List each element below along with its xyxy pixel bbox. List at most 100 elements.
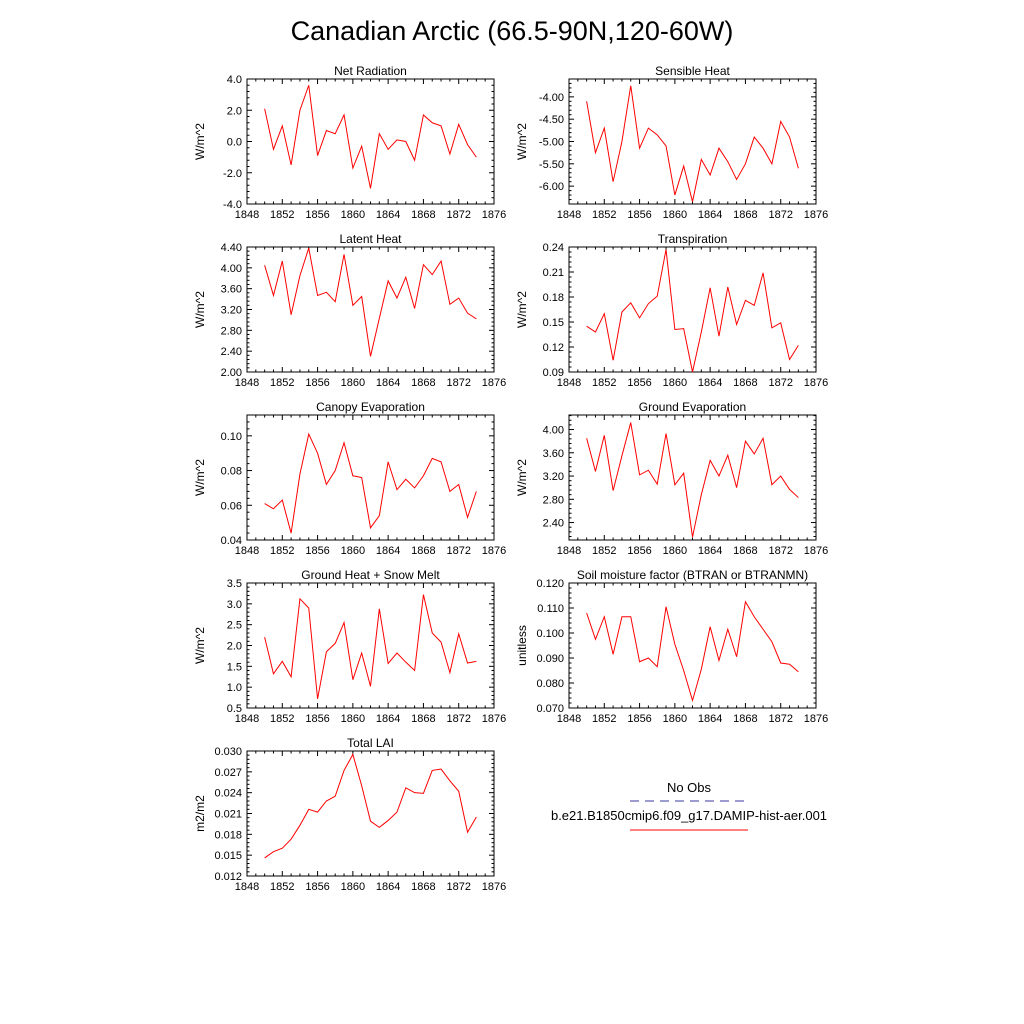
x-tick-label: 1848	[235, 209, 259, 221]
panel-sensible-heat-title: Sensible Heat	[655, 64, 730, 78]
y-tick-label: 3.60	[543, 448, 564, 460]
x-tick-label: 1876	[482, 545, 506, 557]
x-tick-label: 1860	[341, 377, 365, 389]
x-tick-label: 1876	[482, 713, 506, 725]
x-tick-label: 1856	[305, 209, 329, 221]
y-tick-label: 0.12	[543, 342, 564, 354]
panel-canopy-evaporation-ylabel: W/m^2	[193, 459, 207, 496]
y-tick-label: 2.5	[227, 620, 242, 632]
y-tick-label: 2.40	[221, 346, 242, 358]
x-tick-label: 1876	[482, 881, 506, 893]
x-tick-label: 1848	[557, 545, 581, 557]
panel-soil-moisture-factor-btran-or-btranmn-series-line	[586, 600, 799, 703]
x-tick-label: 1852	[270, 713, 294, 725]
x-tick-label: 1872	[768, 713, 792, 725]
panel-sensible-heat-ylabel: W/m^2	[515, 123, 529, 160]
y-tick-label: -6.00	[539, 181, 564, 193]
panel-net-radiation: Net Radiation W/m^2 1848 1852 1856 1860 1864 18…	[193, 64, 506, 221]
y-tick-label: 1.0	[227, 682, 242, 694]
x-tick-label: 1864	[698, 209, 722, 221]
y-tick-label: 0.021	[214, 809, 242, 821]
x-tick-label: 1856	[305, 881, 329, 893]
x-tick-label: 1872	[768, 545, 792, 557]
legend: No Obs b.e21.B1850cmip6.f09_g17.DAMIP-hi…	[551, 780, 827, 831]
panel-total-lai-ylabel: m2/m2	[193, 795, 207, 832]
panel-canopy-evaporation: Canopy Evaporation W/m^2 1848 1852 1856 1860 1…	[193, 400, 506, 557]
y-tick-label: 0.080	[536, 678, 564, 690]
x-tick-label: 1872	[446, 209, 470, 221]
x-tick-label: 1852	[270, 209, 294, 221]
panel-transpiration-title: Transpiration	[658, 232, 728, 246]
x-tick-label: 1872	[446, 377, 470, 389]
y-tick-label: 4.40	[221, 242, 242, 254]
panel-total-lai-title: Total LAI	[347, 736, 394, 750]
panel-soil-moisture-factor-btran-or-btranmn-title: Soil moisture factor (BTRAN or BTRANMN)	[577, 568, 808, 582]
y-tick-label: 3.20	[543, 471, 564, 483]
x-tick-label: 1864	[376, 377, 400, 389]
y-tick-label: 0.015	[214, 850, 242, 862]
y-tick-label: 0.5	[227, 703, 242, 715]
panel-ground-evaporation-ylabel: W/m^2	[515, 459, 529, 496]
y-tick-label: 0.100	[536, 628, 564, 640]
x-tick-label: 1868	[411, 377, 435, 389]
x-tick-label: 1848	[235, 881, 259, 893]
y-tick-label: 0.120	[536, 578, 564, 590]
y-tick-label: 2.00	[221, 367, 242, 379]
x-tick-label: 1868	[733, 713, 757, 725]
y-tick-label: 3.0	[227, 599, 242, 611]
y-tick-label: 2.0	[227, 105, 242, 117]
x-tick-label: 1852	[592, 377, 616, 389]
x-tick-label: 1848	[557, 209, 581, 221]
x-tick-label: 1872	[446, 545, 470, 557]
x-tick-label: 1848	[557, 377, 581, 389]
y-tick-label: 2.40	[543, 518, 564, 530]
panel-latent-heat: Latent Heat W/m^2 1848 1852 1856 1860 1864 1868…	[193, 232, 506, 389]
x-tick-label: 1856	[305, 377, 329, 389]
x-tick-label: 1856	[627, 545, 651, 557]
x-tick-label: 1868	[733, 209, 757, 221]
panel-net-radiation-title: Net Radiation	[334, 64, 407, 78]
panel-soil-moisture-factor-btran-or-btranmn: Soil moisture factor (BTRAN or BTRANMN) u…	[515, 568, 828, 725]
x-tick-label: 1864	[698, 377, 722, 389]
y-tick-label: 4.00	[543, 425, 564, 437]
legend-obs-label: No Obs	[667, 780, 712, 795]
panel-ground-heat-snow-melt-ylabel: W/m^2	[193, 627, 207, 664]
y-tick-label: 0.018	[214, 829, 242, 841]
y-tick-label: 0.15	[543, 317, 564, 329]
x-tick-label: 1872	[768, 377, 792, 389]
y-tick-label: 0.090	[536, 653, 564, 665]
x-tick-label: 1860	[341, 545, 365, 557]
y-tick-label: 0.18	[543, 292, 564, 304]
panels: Net Radiation W/m^2 1848 1852 1856 1860 1864 18…	[193, 64, 828, 893]
panel-transpiration-series-line	[586, 249, 799, 373]
x-tick-label: 1872	[446, 713, 470, 725]
x-tick-label: 1872	[768, 209, 792, 221]
x-tick-label: 1856	[627, 713, 651, 725]
x-tick-label: 1876	[804, 713, 828, 725]
y-tick-label: 0.110	[537, 603, 564, 615]
y-tick-label: 0.030	[214, 746, 242, 758]
panel-sensible-heat-series-line	[586, 85, 799, 202]
panel-transpiration-ylabel: W/m^2	[515, 291, 529, 328]
x-tick-label: 1848	[557, 713, 581, 725]
panel-total-lai: Total LAI m2/m2 1848 1852 1856 1860 1864 1868 18…	[193, 736, 506, 893]
y-tick-label: -4.50	[539, 114, 564, 126]
y-tick-label: 3.5	[227, 578, 242, 590]
y-tick-label: 4.0	[227, 74, 242, 86]
x-tick-label: 1876	[482, 377, 506, 389]
legend-model-label: b.e21.B1850cmip6.f09_g17.DAMIP-hist-aer.…	[551, 808, 827, 823]
x-tick-label: 1864	[376, 545, 400, 557]
x-tick-label: 1876	[804, 209, 828, 221]
x-tick-label: 1860	[341, 209, 365, 221]
panel-sensible-heat: Sensible Heat W/m^2 1848 1852 1856 1860 1864 18…	[515, 64, 828, 221]
x-tick-label: 1876	[804, 377, 828, 389]
x-tick-label: 1868	[411, 209, 435, 221]
x-tick-label: 1868	[733, 545, 757, 557]
y-tick-label: 3.60	[221, 284, 242, 296]
panel-ground-evaporation-series-line	[586, 422, 799, 538]
panel-ground-heat-snow-melt-title: Ground Heat + Snow Melt	[301, 568, 440, 582]
x-tick-label: 1860	[663, 713, 687, 725]
x-tick-label: 1872	[446, 881, 470, 893]
y-tick-label: 0.070	[536, 703, 564, 715]
y-tick-label: -5.50	[539, 159, 564, 171]
